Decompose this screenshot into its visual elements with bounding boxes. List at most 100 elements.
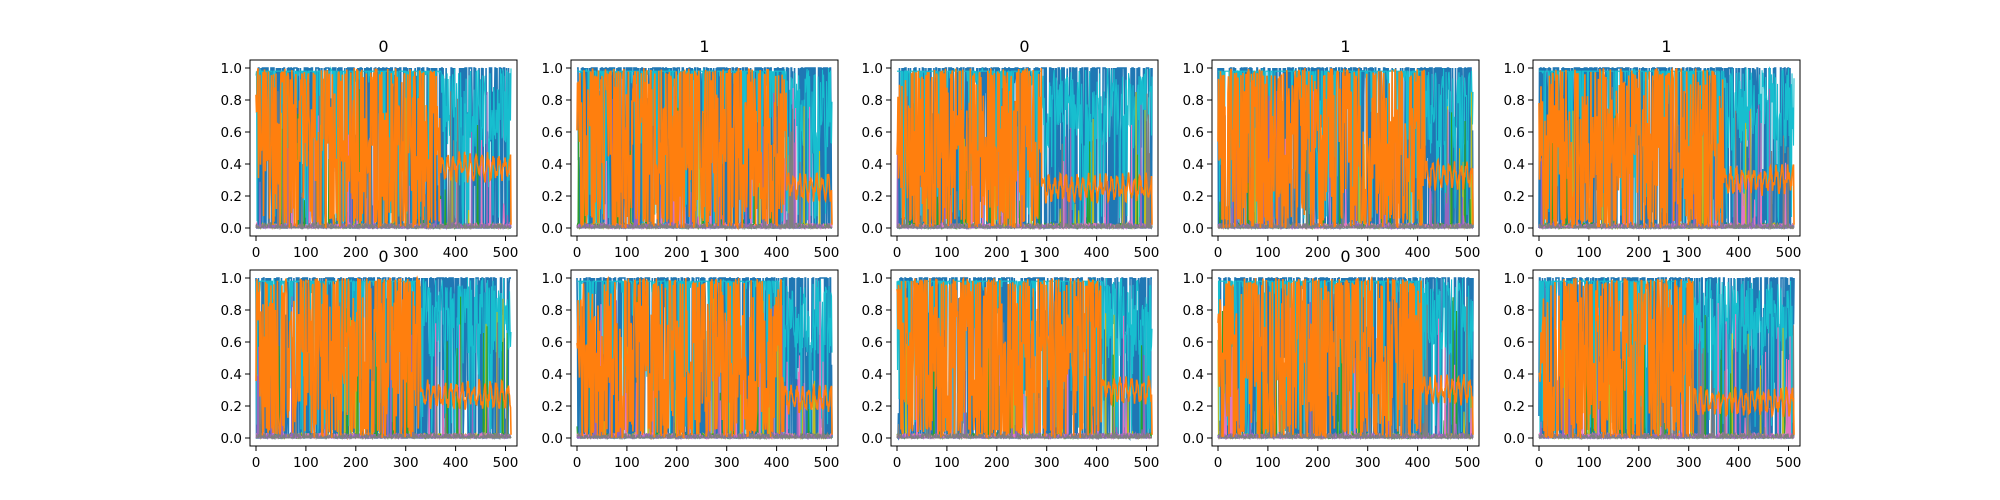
series-minor-line-5 — [1217, 296, 1474, 441]
y-tick-label: 1.0 — [1504, 271, 1525, 287]
axes-frame — [1532, 59, 1801, 237]
axes-frame — [1211, 269, 1480, 447]
x-tick-label: 500 — [493, 455, 519, 471]
x-tick-label: 300 — [1676, 455, 1702, 471]
x-tick-label: 200 — [984, 245, 1010, 261]
x-tick-label: 0 — [1535, 455, 1544, 471]
series-foreground-line — [255, 68, 512, 229]
x-tick-label: 300 — [1034, 245, 1060, 261]
y-tick-label: 1.0 — [862, 271, 883, 287]
y-tick-label: 0.4 — [221, 157, 242, 173]
x-tick-label: 500 — [1455, 245, 1481, 261]
y-tick-label: 0.4 — [1504, 157, 1525, 173]
x-tick-label: 100 — [934, 455, 960, 471]
x-tick-label: 0 — [893, 455, 902, 471]
plot-area — [255, 275, 512, 441]
y-tick-label: 0.8 — [1183, 93, 1204, 109]
x-tick-label: 200 — [1626, 455, 1652, 471]
axes-frame — [249, 269, 518, 447]
x-tick-label: 300 — [1355, 245, 1381, 261]
x-tick-label: 300 — [1676, 245, 1702, 261]
y-tick-label: 0.0 — [862, 221, 883, 237]
y-tick-label: 0.6 — [1183, 125, 1204, 141]
y-tick-label: 0.6 — [1183, 335, 1204, 351]
y-tick-label: 0.0 — [221, 431, 242, 447]
x-tick-label: 200 — [1626, 245, 1652, 261]
y-tick-label: 0.4 — [221, 367, 242, 383]
y-tick-label: 0.4 — [542, 157, 563, 173]
series-foreground-line — [896, 276, 1153, 439]
x-tick-label: 200 — [343, 455, 369, 471]
series-foreground-line — [1538, 66, 1795, 228]
x-tick-label: 400 — [1726, 455, 1752, 471]
subplot-title: 1 — [699, 247, 709, 266]
x-tick-label: 400 — [1726, 245, 1752, 261]
subplot-1: 0 100 200 300 400 500 0.0 0.2 0.4 0.6 0.8 1.0 1 — [542, 37, 840, 261]
x-tick-label: 300 — [714, 455, 740, 471]
y-tick-label: 0.8 — [221, 303, 242, 319]
x-tick-label: 300 — [714, 245, 740, 261]
plot-area — [896, 67, 1153, 231]
x-tick-label: 0 — [1535, 245, 1544, 261]
x-tick-label: 200 — [1305, 455, 1331, 471]
x-tick-label: 300 — [1034, 455, 1060, 471]
plot-area — [255, 66, 512, 231]
y-tick-label: 0.4 — [862, 367, 883, 383]
x-tick-label: 0 — [252, 245, 261, 261]
subplot-6: 0 100 200 300 400 500 0.0 0.2 0.4 0.6 0.8 1.0 1 — [542, 247, 840, 471]
series-foreground-line — [896, 68, 1153, 228]
x-tick-label: 100 — [614, 245, 640, 261]
x-tick-label: 0 — [252, 455, 261, 471]
x-tick-label: 0 — [893, 245, 902, 261]
x-tick-label: 500 — [814, 455, 840, 471]
x-tick-label: 400 — [443, 245, 469, 261]
y-tick-label: 0.2 — [542, 399, 563, 415]
y-tick-label: 0.4 — [1183, 367, 1204, 383]
subplot-title: 1 — [1661, 37, 1671, 56]
x-tick-label: 400 — [764, 245, 790, 261]
series-minor-line-5 — [576, 309, 833, 441]
x-tick-label: 400 — [443, 455, 469, 471]
y-tick-label: 0.8 — [221, 93, 242, 109]
x-tick-label: 200 — [664, 455, 690, 471]
y-tick-label: 0.2 — [1183, 399, 1204, 415]
series-minor-line-0 — [255, 66, 512, 228]
x-tick-label: 400 — [1084, 455, 1110, 471]
y-tick-label: 0.0 — [1504, 431, 1525, 447]
axes-frame — [249, 59, 518, 237]
x-tick-label: 500 — [1776, 245, 1802, 261]
y-tick-label: 0.2 — [1504, 189, 1525, 205]
subplot-0: 0 100 200 300 400 500 0.0 0.2 0.4 0.6 0.8 1.0 0 — [221, 37, 519, 261]
subplot-4: 0 100 200 300 400 500 0.0 0.2 0.4 0.6 0.8 1.0 1 — [1504, 37, 1802, 261]
y-tick-label: 0.2 — [1183, 189, 1204, 205]
x-tick-label: 500 — [1455, 455, 1481, 471]
y-tick-label: 0.6 — [221, 125, 242, 141]
y-tick-label: 0.0 — [1504, 221, 1525, 237]
x-tick-label: 300 — [1355, 455, 1381, 471]
x-tick-label: 100 — [934, 245, 960, 261]
y-tick-label: 0.6 — [862, 125, 883, 141]
y-tick-label: 0.8 — [1504, 93, 1525, 109]
series-foreground-line — [1217, 68, 1474, 229]
y-tick-label: 1.0 — [1183, 271, 1204, 287]
series-foreground-line — [1538, 278, 1795, 439]
subplot-title: 0 — [378, 37, 388, 56]
y-tick-label: 0.2 — [862, 189, 883, 205]
x-tick-label: 100 — [614, 455, 640, 471]
y-tick-label: 0.4 — [1504, 367, 1525, 383]
subplot-title: 1 — [1661, 247, 1671, 266]
x-tick-label: 500 — [493, 245, 519, 261]
plot-area — [1217, 275, 1474, 441]
y-tick-label: 1.0 — [542, 61, 563, 77]
x-tick-label: 100 — [1255, 455, 1281, 471]
series-foreground-line — [1217, 275, 1474, 439]
y-tick-label: 0.0 — [862, 431, 883, 447]
y-tick-label: 0.0 — [1183, 431, 1204, 447]
series-minor-line-5 — [255, 91, 512, 231]
x-tick-label: 200 — [984, 455, 1010, 471]
subplot-3: 0 100 200 300 400 500 0.0 0.2 0.4 0.6 0.8 1.0 1 — [1183, 37, 1481, 261]
x-tick-label: 300 — [393, 245, 419, 261]
x-tick-label: 400 — [1405, 455, 1431, 471]
x-tick-label: 400 — [1405, 245, 1431, 261]
